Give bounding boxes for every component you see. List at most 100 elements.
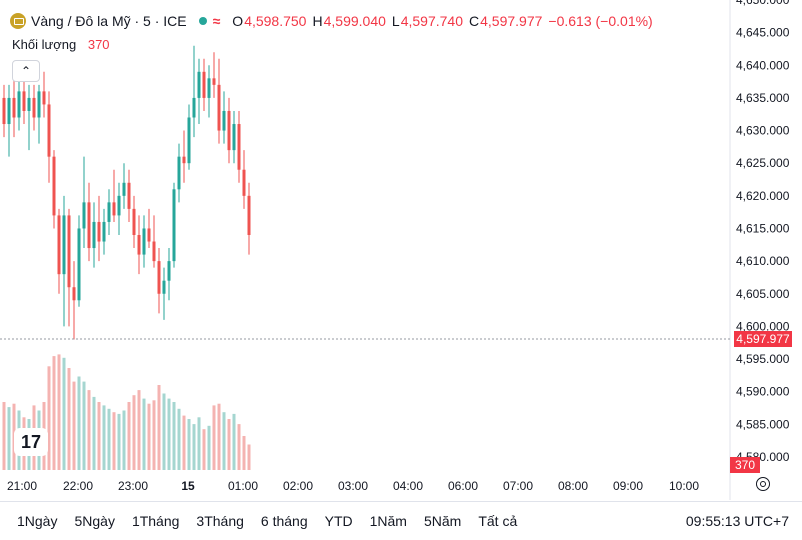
x-tick-label: 08:00 [558,479,588,493]
candle-body[interactable] [82,202,86,229]
collapse-legend-button[interactable]: ⌃ [12,60,40,82]
low-label: L [391,13,400,29]
volume-bar [172,402,176,470]
candlestick-chart[interactable]: 4,580.0004,585.0004,590.0004,595.0004,60… [0,0,802,500]
candle-body[interactable] [217,84,221,131]
volume-bar [222,412,226,470]
candle-body[interactable] [107,202,111,222]
x-tick-label: 02:00 [283,479,313,493]
range-5d[interactable]: 5Ngày [74,513,115,529]
volume-bar [72,381,76,470]
candle-body[interactable] [157,261,161,294]
candle-body[interactable] [242,169,246,196]
candle-body[interactable] [197,71,201,98]
candle-body[interactable] [132,208,136,235]
candle-body[interactable] [2,97,6,125]
price-axis: 4,580.0004,585.0004,590.0004,595.0004,60… [736,0,790,464]
candle-body[interactable] [47,104,51,157]
candle-body[interactable] [222,110,226,131]
range-ytd[interactable]: YTD [324,513,353,529]
candle-body[interactable] [137,235,141,255]
candle-body[interactable] [182,156,186,164]
tradingview-logo[interactable]: 17 [14,428,48,456]
symbol-legend: Vàng / Đô la Mỹ · 5 · ICE ≈ O 4,598.750 … [10,11,659,31]
candle-body[interactable] [22,91,26,111]
candle-body[interactable] [92,221,96,249]
candle-body[interactable] [97,221,101,242]
volume-bar [57,354,61,470]
volume-bar [167,398,171,470]
x-tick-label: 22:00 [63,479,93,493]
volume-bar [67,368,71,470]
y-tick-label: 4,610.000 [736,254,790,268]
volume-legend: Khối lượng 370 [12,37,110,52]
volume-bar [47,366,51,470]
symbol-title[interactable]: Vàng / Đô la Mỹ · 5 · ICE [31,13,187,29]
y-tick-label: 4,590.000 [736,385,790,399]
candle-body[interactable] [237,124,241,170]
x-tick-label: 21:00 [7,479,37,493]
x-tick-label: 15 [181,479,195,493]
candle-body[interactable] [247,195,251,235]
candle-body[interactable] [177,156,181,190]
candle-body[interactable] [52,156,56,216]
candle-body[interactable] [207,78,211,98]
range-6m[interactable]: 6 tháng [260,513,308,529]
candle-body[interactable] [12,97,16,118]
candle-body[interactable] [127,182,131,209]
candle-body[interactable] [172,189,176,262]
candle-body[interactable] [152,241,156,262]
volume-bar [122,410,126,470]
candle-body[interactable] [102,221,106,242]
y-tick-label: 4,640.000 [736,58,790,72]
candle-body[interactable] [187,117,191,164]
candle-body[interactable] [7,97,11,125]
volume-bar [212,405,216,470]
volume-bar [107,408,111,470]
candle-body[interactable] [32,97,36,118]
candle-body[interactable] [17,91,21,118]
bottom-toolbar: 1Ngày 5Ngày 1Tháng 3Tháng 6 tháng YTD 1N… [0,501,802,540]
candle-body[interactable] [227,110,231,151]
candle-body[interactable] [117,195,121,216]
candle-body[interactable] [77,228,81,301]
candle-body[interactable] [27,97,31,111]
range-1y[interactable]: 1Năm [369,513,407,529]
range-5y[interactable]: 5Năm [423,513,462,529]
volume-bar [162,393,166,470]
candle-body[interactable] [212,78,216,85]
candle-body[interactable] [192,97,196,118]
candle-body[interactable] [202,71,206,98]
candle-body[interactable] [142,228,146,255]
candle-body[interactable] [72,287,76,301]
volume-bar [182,415,186,470]
candle-body[interactable] [87,202,91,249]
range-1d[interactable]: 1Ngày [17,513,58,529]
low-value: 4,597.740 [400,13,463,29]
close-value: 4,597.977 [480,13,543,29]
x-tick-label: 04:00 [393,479,423,493]
range-1m[interactable]: 1Tháng [131,513,180,529]
candle-body[interactable] [162,280,166,294]
candle-body[interactable] [122,182,126,196]
candle-body[interactable] [37,91,41,118]
volume-bar [97,402,101,470]
range-3m[interactable]: 3Tháng [196,513,244,529]
candles [2,45,251,340]
candle-body[interactable] [232,124,236,151]
volume-bar [192,424,196,470]
candle-body[interactable] [62,215,66,275]
candle-body[interactable] [112,202,116,216]
range-all[interactable]: Tất cả [478,513,518,529]
candle-body[interactable] [67,215,71,288]
y-tick-label: 4,620.000 [736,189,790,203]
candle-body[interactable] [42,91,46,105]
candle-body[interactable] [147,228,151,242]
clock[interactable]: 09:55:13 UTC+7 [685,513,789,529]
candle-body[interactable] [57,215,61,275]
market-open-icon [198,17,207,25]
candle-body[interactable] [167,261,171,281]
settings-icon[interactable] [756,477,770,491]
volume-bar [242,436,246,470]
volume-value: 370 [87,37,110,52]
